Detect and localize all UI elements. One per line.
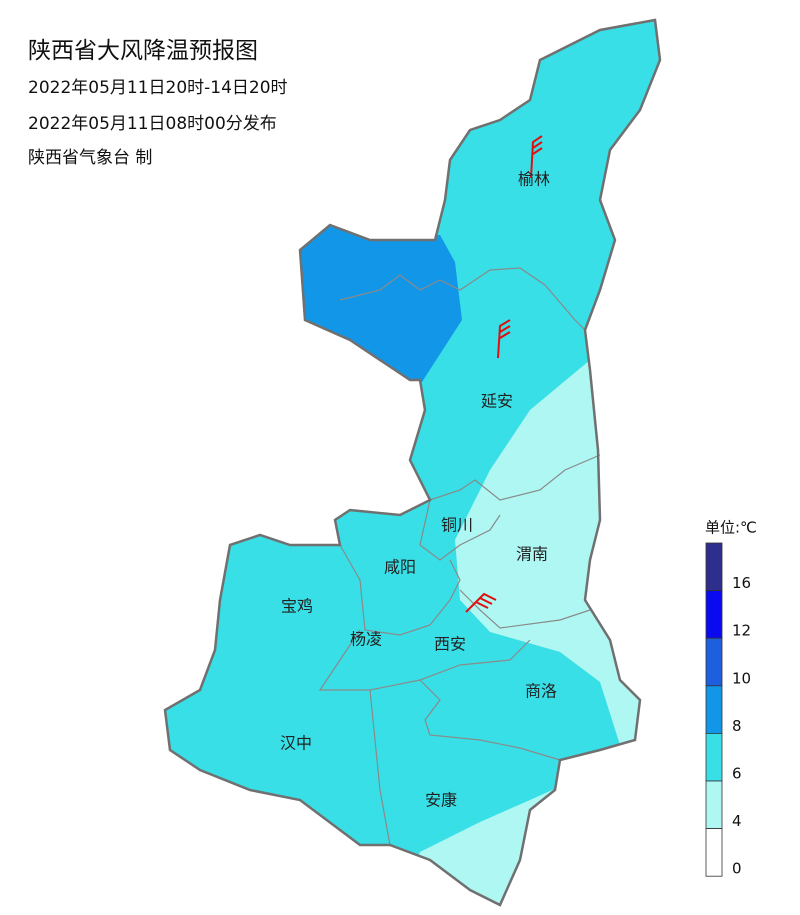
city-label: 延安 <box>481 392 513 411</box>
legend-swatch <box>705 828 723 877</box>
forecast-period: 2022年05月11日20时-14日20时 <box>28 78 288 98</box>
city-label: 杨凌 <box>350 630 382 649</box>
issue-time: 2022年05月11日08时00分发布 <box>28 114 277 134</box>
legend-tick-label: 8 <box>732 717 742 735</box>
legend: 单位:℃ 16 12 10 8 6 4 0 <box>705 519 757 878</box>
city-label: 铜川 <box>441 516 473 535</box>
legend-tick-label: 4 <box>732 812 742 830</box>
legend-tick-label: 0 <box>732 860 742 878</box>
legend-tick-label: 12 <box>732 622 751 640</box>
legend-swatch <box>705 637 723 687</box>
legend-swatch <box>705 590 723 639</box>
legend-swatch <box>705 685 723 734</box>
wind-barbs <box>465 135 543 613</box>
city-label: 商洛 <box>525 682 557 701</box>
legend-tick-label: 10 <box>732 669 751 687</box>
legend-swatch <box>705 542 723 591</box>
legend-swatch <box>705 780 723 829</box>
city-label: 榆林 <box>518 170 550 189</box>
city-label: 宝鸡 <box>281 597 313 616</box>
city-label: 咸阳 <box>384 558 416 577</box>
legend-tick-label: 6 <box>732 765 742 783</box>
city-label: 西安 <box>434 635 466 654</box>
map-title: 陕西省大风降温预报图 <box>28 38 258 64</box>
legend-unit: 单位:℃ <box>705 519 757 537</box>
city-label: 安康 <box>425 791 457 810</box>
city-label: 汉中 <box>280 734 312 753</box>
legend-swatch <box>705 733 723 782</box>
agency: 陕西省气象台 制 <box>28 148 152 168</box>
legend-tick-label: 16 <box>732 574 751 592</box>
city-label: 渭南 <box>516 545 548 564</box>
